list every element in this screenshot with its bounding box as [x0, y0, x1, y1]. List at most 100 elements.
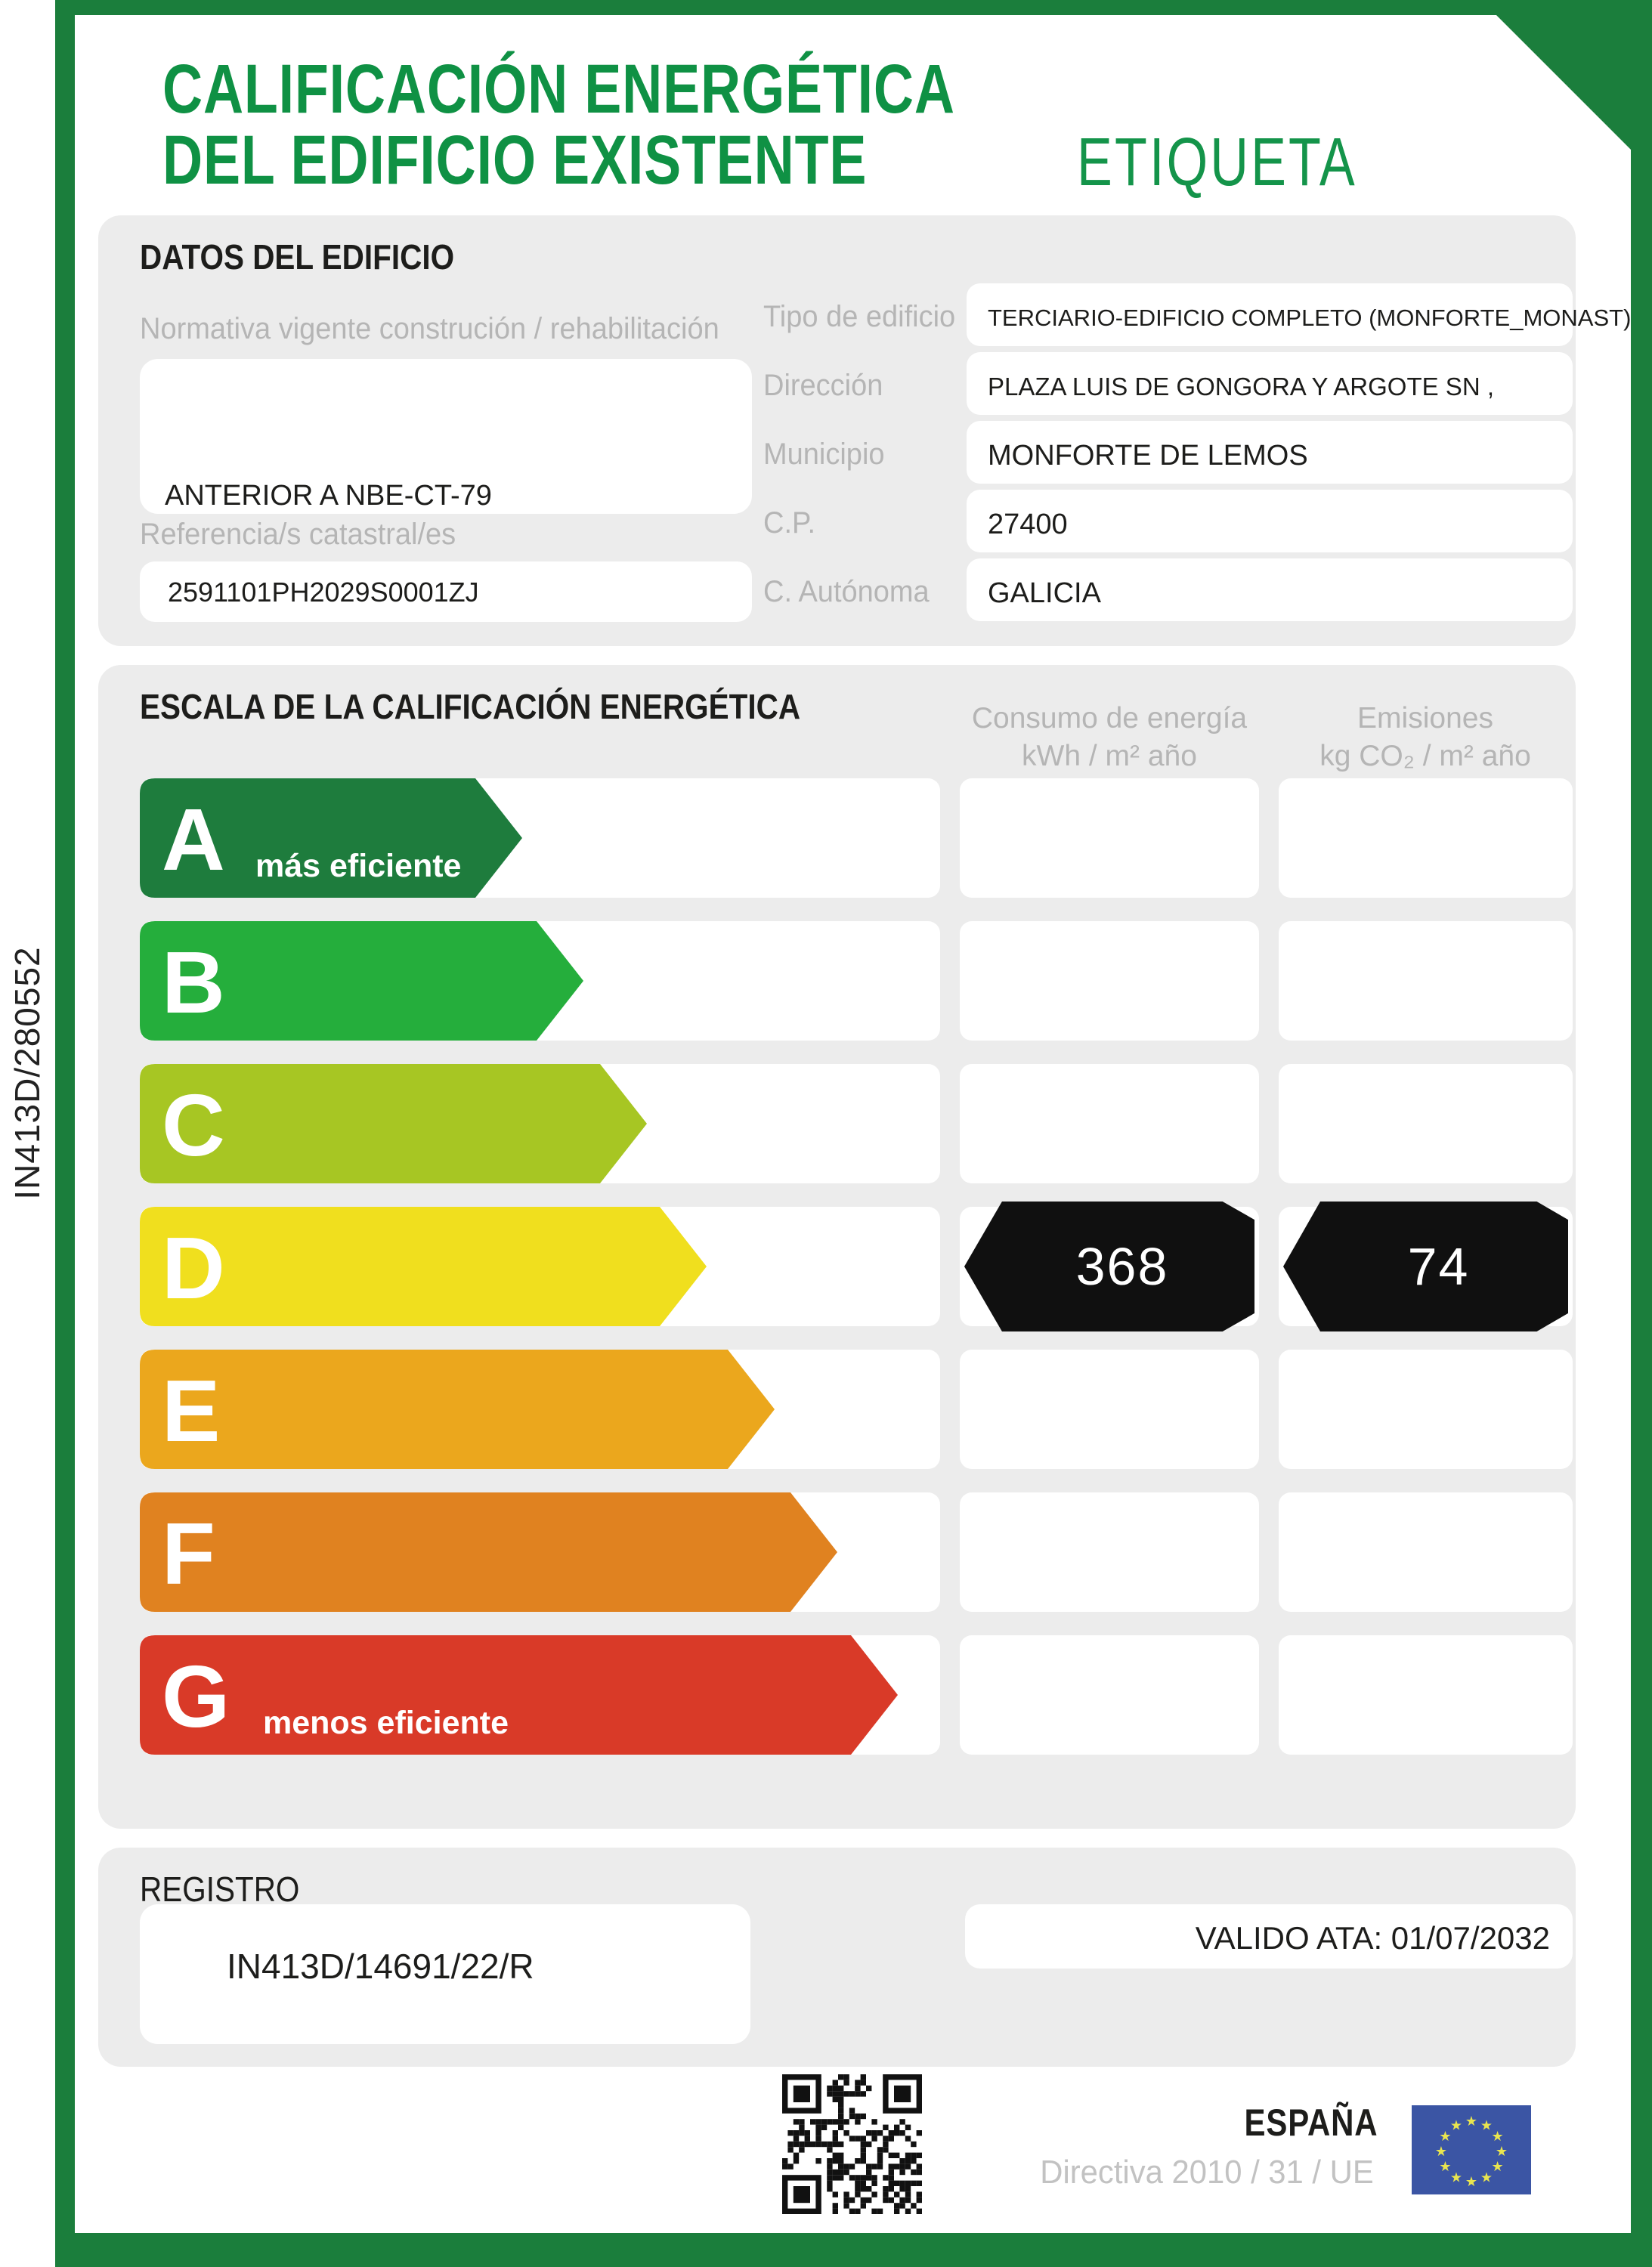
field-value-2: MONFORTE DE LEMOS: [988, 439, 1308, 472]
field-value-1: PLAZA LUIS DE GONGORA Y ARGOTE SN ,: [988, 373, 1494, 401]
scale-row-D: 368 74 D: [98, 1202, 1576, 1331]
svg-text:★: ★: [1480, 2117, 1493, 2132]
field-value-box-2: [967, 421, 1573, 484]
referencia-value: 2591101PH2029S0001ZJ: [168, 577, 479, 608]
svg-text:★: ★: [1496, 2144, 1508, 2159]
etiqueta-label: ETIQUETA: [1077, 125, 1357, 200]
scale-rows: A más eficiente B C 368 74 D: [98, 778, 1576, 1798]
scale-row-C: C: [98, 1064, 1576, 1183]
svg-text:★: ★: [1480, 2170, 1493, 2185]
consumo-header-line1: Consumo de energía: [971, 702, 1248, 735]
consumo-rating-arrow: 368: [964, 1202, 1254, 1331]
building-section-title: DATOS DEL EDIFICIO: [140, 237, 455, 277]
scale-arrow-G: [140, 1635, 898, 1755]
consumo-cell-D: 368: [960, 1202, 1259, 1331]
frame-left-bar: [55, 0, 75, 2267]
emisiones-cell-A: [1279, 778, 1573, 898]
registry-panel: REGISTRO IN413D/14691/22/R VALIDO ATA: 0…: [98, 1848, 1576, 2067]
field-label-1: Dirección: [763, 369, 883, 402]
svg-text:★: ★: [1435, 2144, 1447, 2159]
field-value-box-4: [967, 558, 1573, 621]
svg-text:★: ★: [1492, 2129, 1504, 2144]
svg-text:★: ★: [1439, 2159, 1451, 2174]
scale-row-A: A más eficiente: [98, 778, 1576, 898]
consumo-cell-C: [960, 1064, 1259, 1183]
consumo-cell-G: [960, 1635, 1259, 1755]
emisiones-column-header: Emisiones kg CO₂ / m² año: [1236, 700, 1614, 775]
normativa-label: Normativa vigente construción / rehabili…: [140, 312, 719, 345]
eu-flag: ★ ★★★★★★★★★★★: [1412, 2105, 1531, 2194]
field-value-box-0: [967, 283, 1573, 346]
field-value-box-1: [967, 352, 1573, 415]
scale-arrow-F: [140, 1492, 837, 1612]
emisiones-rating-value: 74: [1407, 1237, 1470, 1296]
registry-number: IN413D/14691/22/R: [227, 1947, 534, 1986]
emisiones-header-line2: kg CO₂ / m² año: [1319, 740, 1531, 772]
field-value-3: 27400: [988, 508, 1068, 540]
energy-scale-panel: ESCALA DE LA CALIFICACIÓN ENERGÉTICA Con…: [98, 665, 1576, 1829]
scale-note-G: menos eficiente: [263, 1705, 509, 1741]
valid-until-box: [965, 1904, 1573, 1969]
scale-row-E: E: [98, 1350, 1576, 1469]
consumo-cell-B: [960, 921, 1259, 1041]
scale-row-B: B: [98, 921, 1576, 1041]
emisiones-cell-E: [1279, 1350, 1573, 1469]
scale-arrow-E: [140, 1350, 775, 1469]
qr-code: [782, 2074, 922, 2214]
referencia-label: Referencia/s catastral/es: [140, 518, 456, 551]
consumo-column-header: Consumo de energía kWh / m² año: [920, 700, 1298, 775]
svg-text:★: ★: [1465, 2114, 1477, 2129]
normativa-value: ANTERIOR A NBE-CT-79: [165, 480, 492, 512]
emisiones-cell-B: [1279, 921, 1573, 1041]
referencia-value-box: [140, 561, 752, 622]
field-label-4: C. Autónoma: [763, 575, 930, 608]
eu-directive-label: Directiva 2010 / 31 / UE: [1040, 2154, 1374, 2191]
registry-section-title: REGISTRO: [140, 1870, 300, 1909]
consumo-cell-E: [960, 1350, 1259, 1469]
scale-arrow-D: [140, 1207, 707, 1326]
frame-right-bar: [1631, 0, 1652, 2267]
emisiones-cell-G: [1279, 1635, 1573, 1755]
consumo-rating-value: 368: [1075, 1237, 1169, 1296]
consumo-header-line2: kWh / m² año: [1022, 740, 1197, 772]
consumo-cell-A: [960, 778, 1259, 898]
emisiones-header-line1: Emisiones: [1357, 702, 1493, 735]
field-label-0: Tipo de edificio: [763, 300, 956, 333]
country-label: ESPAÑA: [1244, 2102, 1378, 2144]
scale-row-G: G menos eficiente: [98, 1635, 1576, 1755]
svg-text:★: ★: [1465, 2174, 1477, 2189]
scale-letter-B: B: [162, 933, 225, 1031]
svg-text:★: ★: [1450, 2170, 1462, 2185]
normativa-value-box: [140, 359, 752, 514]
field-value-0: TERCIARIO-EDIFICIO COMPLETO (MONFORTE_MO…: [988, 305, 1632, 331]
svg-text:★: ★: [1439, 2129, 1451, 2144]
svg-text:★: ★: [1450, 2117, 1462, 2132]
emisiones-cell-D: 74: [1279, 1202, 1573, 1331]
field-value-box-3: [967, 490, 1573, 552]
scale-arrow-C: [140, 1064, 647, 1183]
valid-until-value: VALIDO ATA: 01/07/2032: [1195, 1920, 1550, 1956]
scale-arrow-A: [140, 778, 522, 898]
page-title-line1: CALIFICACIÓN ENERGÉTICA: [162, 51, 955, 128]
emisiones-rating-arrow: 74: [1283, 1202, 1568, 1331]
registry-number-box: [140, 1904, 750, 2044]
scale-section-title: ESCALA DE LA CALIFICACIÓN ENERGÉTICA: [140, 687, 801, 726]
emisiones-cell-F: [1279, 1492, 1573, 1612]
scale-letter-F: F: [162, 1505, 215, 1603]
corner-diagonal-decoration: [1496, 15, 1631, 150]
svg-text:★: ★: [1492, 2159, 1504, 2174]
field-label-2: Municipio: [763, 438, 885, 471]
consumo-cell-F: [960, 1492, 1259, 1612]
scale-arrow-B: [140, 921, 583, 1041]
scale-letter-E: E: [162, 1362, 221, 1460]
scale-letter-D: D: [162, 1219, 225, 1317]
scale-letter-A: A: [162, 790, 225, 889]
scale-letter-C: C: [162, 1076, 225, 1174]
field-value-4: GALICIA: [988, 577, 1101, 609]
scale-letter-G: G: [162, 1647, 230, 1746]
emisiones-cell-C: [1279, 1064, 1573, 1183]
frame-bottom-bar: [55, 2233, 1652, 2267]
scale-row-F: F: [98, 1492, 1576, 1612]
side-reference-number: IN413D/280552: [8, 946, 47, 1200]
